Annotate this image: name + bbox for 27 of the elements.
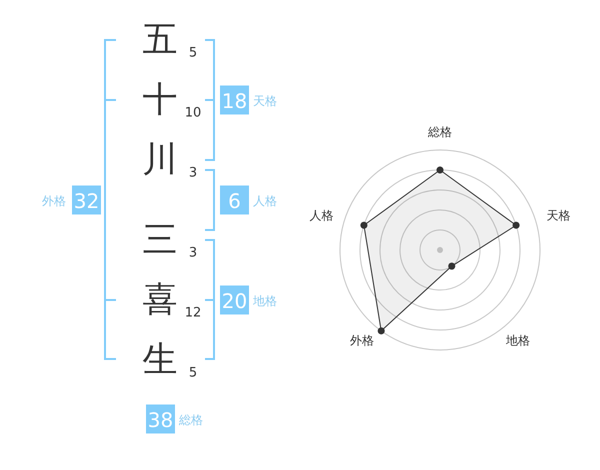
text: 地格	[252, 294, 277, 308]
data-label: 10	[184, 106, 202, 120]
data-label: 12	[184, 306, 202, 320]
category-label: 喜	[142, 280, 178, 320]
text: 総格	[178, 413, 203, 427]
text: 外格	[42, 194, 66, 208]
category-label: 川	[142, 140, 178, 180]
data-label: 5	[188, 366, 198, 380]
spoke-label: 地格	[504, 334, 530, 348]
spoke-label: 人格	[309, 208, 334, 222]
text: 6	[228, 189, 241, 213]
data-label: 3	[188, 166, 198, 180]
text: 天格	[253, 94, 277, 108]
data-label: 5	[188, 46, 198, 60]
text: 38	[148, 408, 174, 432]
category-label: 五	[142, 20, 178, 60]
text: 20	[222, 289, 248, 313]
spoke-label: 天格	[546, 208, 571, 222]
category-label: 十	[142, 80, 178, 120]
category-label: 三	[142, 220, 178, 260]
data-label: 3	[188, 246, 198, 260]
text: 人格	[253, 194, 277, 208]
spoke-label: 外格	[350, 334, 374, 348]
spoke-label: 総格	[427, 125, 452, 139]
text: 32	[74, 189, 100, 213]
category-label: 生	[142, 340, 178, 380]
text: 18	[222, 89, 248, 113]
